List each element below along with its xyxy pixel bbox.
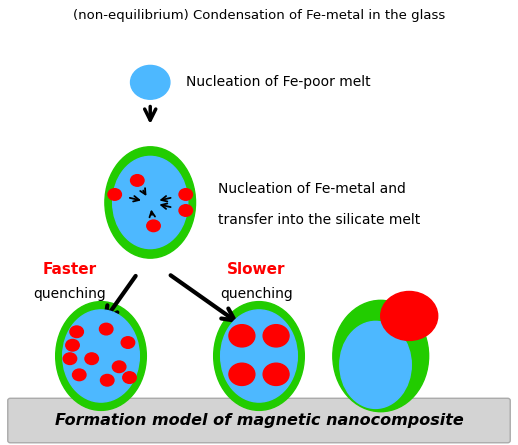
Text: Faster: Faster bbox=[43, 262, 97, 277]
Circle shape bbox=[263, 363, 289, 385]
Circle shape bbox=[229, 325, 255, 347]
Text: Nucleation of Fe-metal and: Nucleation of Fe-metal and bbox=[218, 182, 406, 196]
Ellipse shape bbox=[333, 300, 429, 412]
Circle shape bbox=[70, 326, 83, 338]
Circle shape bbox=[100, 374, 114, 386]
Circle shape bbox=[63, 353, 77, 364]
Circle shape bbox=[179, 189, 193, 200]
Text: Slower: Slower bbox=[227, 262, 285, 277]
Circle shape bbox=[112, 361, 126, 372]
FancyBboxPatch shape bbox=[8, 398, 510, 443]
Circle shape bbox=[131, 174, 144, 186]
Circle shape bbox=[121, 337, 135, 348]
Text: (non-equilibrium) Condensation of Fe-metal in the glass: (non-equilibrium) Condensation of Fe-met… bbox=[73, 9, 445, 22]
Ellipse shape bbox=[214, 302, 305, 410]
Ellipse shape bbox=[112, 156, 188, 249]
Text: transfer into the silicate melt: transfer into the silicate melt bbox=[218, 213, 420, 227]
Text: quenching: quenching bbox=[220, 287, 293, 301]
Circle shape bbox=[147, 220, 160, 231]
Ellipse shape bbox=[340, 321, 411, 409]
Ellipse shape bbox=[56, 302, 147, 410]
Text: Formation model of magnetic nanocomposite: Formation model of magnetic nanocomposit… bbox=[54, 413, 464, 428]
Circle shape bbox=[99, 323, 113, 335]
Circle shape bbox=[179, 205, 193, 216]
Ellipse shape bbox=[105, 147, 196, 258]
Circle shape bbox=[381, 291, 438, 340]
Text: Nucleation of Fe-poor melt: Nucleation of Fe-poor melt bbox=[186, 75, 371, 89]
Circle shape bbox=[85, 353, 98, 364]
Circle shape bbox=[66, 340, 79, 351]
Ellipse shape bbox=[221, 310, 297, 402]
Circle shape bbox=[263, 325, 289, 347]
Circle shape bbox=[131, 65, 170, 99]
Circle shape bbox=[229, 363, 255, 385]
Text: quenching: quenching bbox=[34, 287, 106, 301]
Circle shape bbox=[108, 189, 121, 200]
Circle shape bbox=[73, 369, 86, 380]
Circle shape bbox=[123, 372, 136, 383]
Ellipse shape bbox=[63, 310, 139, 402]
